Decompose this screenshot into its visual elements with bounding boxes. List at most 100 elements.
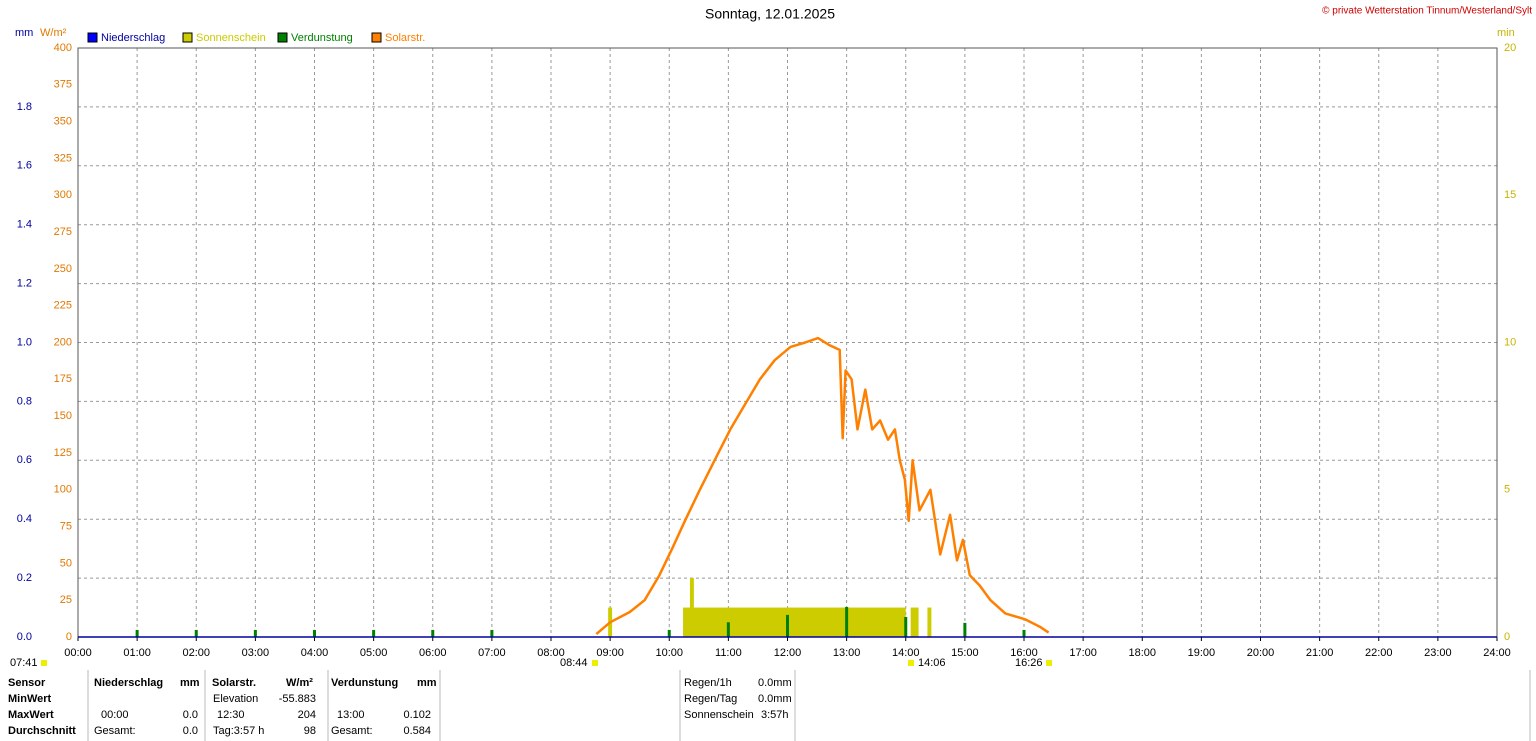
evaporation-bar: [313, 629, 316, 637]
evaporation-bar: [963, 622, 967, 637]
y-tick-label: 1.6: [17, 160, 32, 172]
y-tick-label: 0.0: [17, 631, 32, 643]
y-tick-label: 400: [54, 42, 72, 54]
evaporation-bar: [667, 629, 671, 637]
y-tick-label: 1.2: [17, 278, 32, 290]
footer: Sensor Niederschlag mm Solarstr. W/m² Ve…: [8, 670, 1531, 741]
x-tick-label: 12:00: [774, 647, 802, 659]
evaporation-bar: [786, 614, 789, 637]
header: mm: [417, 677, 437, 689]
sun-marker: [908, 660, 914, 666]
evaporation-bar: [194, 629, 198, 637]
sun-time: 14:06: [918, 657, 946, 669]
cell: 98: [304, 725, 316, 737]
x-tick-label: 21:00: [1306, 647, 1334, 659]
x-tick-label: 16:00: [1010, 647, 1038, 659]
summary-label: Regen/Tag: [684, 693, 737, 705]
axis-unit: mm: [15, 27, 33, 39]
x-tick-label: 11:00: [715, 647, 742, 659]
header: mm: [180, 677, 200, 689]
cell: Elevation: [213, 693, 258, 705]
cell: 0.584: [403, 725, 431, 737]
header: Sensor: [8, 677, 46, 689]
y-tick-label: 250: [54, 263, 72, 275]
sun-time: 08:44: [560, 657, 588, 669]
y-tick-label: 1.4: [17, 219, 32, 231]
cell: 0.0: [183, 709, 198, 721]
sunshine-bar: [910, 607, 919, 637]
cell: Gesamt:: [331, 725, 373, 737]
sunshine-bar: [927, 607, 932, 637]
sun-marker: [41, 660, 47, 666]
y-tick-label: 10: [1504, 336, 1516, 348]
x-tick-label: 22:00: [1365, 647, 1393, 659]
sunshine-bar: [683, 607, 906, 637]
y-tick-label: 200: [54, 336, 72, 348]
row-label: MaxWert: [8, 709, 54, 721]
y-tick-label: 325: [54, 152, 72, 164]
y-tick-label: 150: [54, 410, 72, 422]
x-tick-label: 08:00: [537, 647, 565, 659]
summary-value: 0.0mm: [758, 677, 792, 689]
legend-label: Niederschlag: [101, 32, 165, 44]
y-tick-label: 20: [1504, 42, 1516, 54]
y-tick-label: 175: [54, 373, 72, 385]
x-tick-label: 07:00: [478, 647, 506, 659]
y-tick-label: 1.8: [17, 101, 32, 113]
x-tick-label: 23:00: [1424, 647, 1452, 659]
evaporation-bar: [431, 629, 435, 637]
y-tick-label: 50: [60, 557, 72, 569]
sunshine-bar: [689, 578, 694, 637]
sun-time: 16:26: [1015, 657, 1043, 669]
axis-unit: min: [1497, 27, 1515, 39]
evaporation-bar: [726, 622, 730, 637]
legend-label: Sonnenschein: [196, 32, 266, 44]
y-tick-label: 1.0: [17, 336, 32, 348]
header: Niederschlag: [94, 677, 163, 689]
y-tick-label: 15: [1504, 189, 1516, 201]
legend-swatch: [371, 32, 382, 43]
x-tick-label: 19:00: [1188, 647, 1216, 659]
summary-label: Regen/1h: [684, 677, 732, 689]
x-tick-label: 01:00: [123, 647, 151, 659]
legend-swatch: [277, 32, 288, 43]
y-tick-label: 275: [54, 226, 72, 238]
cell: Gesamt:: [94, 725, 136, 737]
y-tick-label: 0: [66, 631, 72, 643]
header: Solarstr.: [212, 677, 256, 689]
x-tick-label: 10:00: [655, 647, 683, 659]
x-tick-label: 09:00: [596, 647, 624, 659]
y-tick-label: 0.4: [17, 513, 32, 525]
cell: 13:00: [337, 709, 365, 721]
evaporation-bar: [372, 629, 376, 637]
x-tick-label: 24:00: [1483, 647, 1511, 659]
x-tick-label: 14:00: [892, 647, 920, 659]
cell: 12:30: [217, 709, 245, 721]
y-tick-label: 5: [1504, 484, 1510, 496]
x-tick-label: 03:00: [242, 647, 270, 659]
y-tick-label: 25: [60, 594, 72, 606]
x-tick-label: 20:00: [1247, 647, 1275, 659]
sun-time: 07:41: [10, 657, 38, 669]
x-tick-label: 17:00: [1069, 647, 1097, 659]
x-tick-label: 06:00: [419, 647, 447, 659]
cell: 0.0: [183, 725, 198, 737]
x-tick-label: 00:00: [64, 647, 92, 659]
sun-marker: [592, 660, 598, 666]
cell: 00:00: [101, 709, 129, 721]
y-tick-label: 300: [54, 189, 72, 201]
row-label: Durchschnitt: [8, 725, 76, 737]
evaporation-bar: [253, 629, 257, 637]
x-tick-label: 04:00: [301, 647, 329, 659]
y-tick-label: 0.6: [17, 454, 32, 466]
cell: Tag:3:57 h: [213, 725, 264, 737]
copyright: © private Wetterstation Tinnum/Westerlan…: [1322, 6, 1532, 17]
x-tick-label: 02:00: [182, 647, 210, 659]
x-tick-label: 13:00: [833, 647, 861, 659]
evaporation-bar: [845, 606, 849, 637]
sun-marker: [1046, 660, 1052, 666]
summary-label: Sonnenschein: [684, 709, 754, 721]
legend-swatch: [182, 32, 193, 43]
x-tick-label: 18:00: [1128, 647, 1156, 659]
